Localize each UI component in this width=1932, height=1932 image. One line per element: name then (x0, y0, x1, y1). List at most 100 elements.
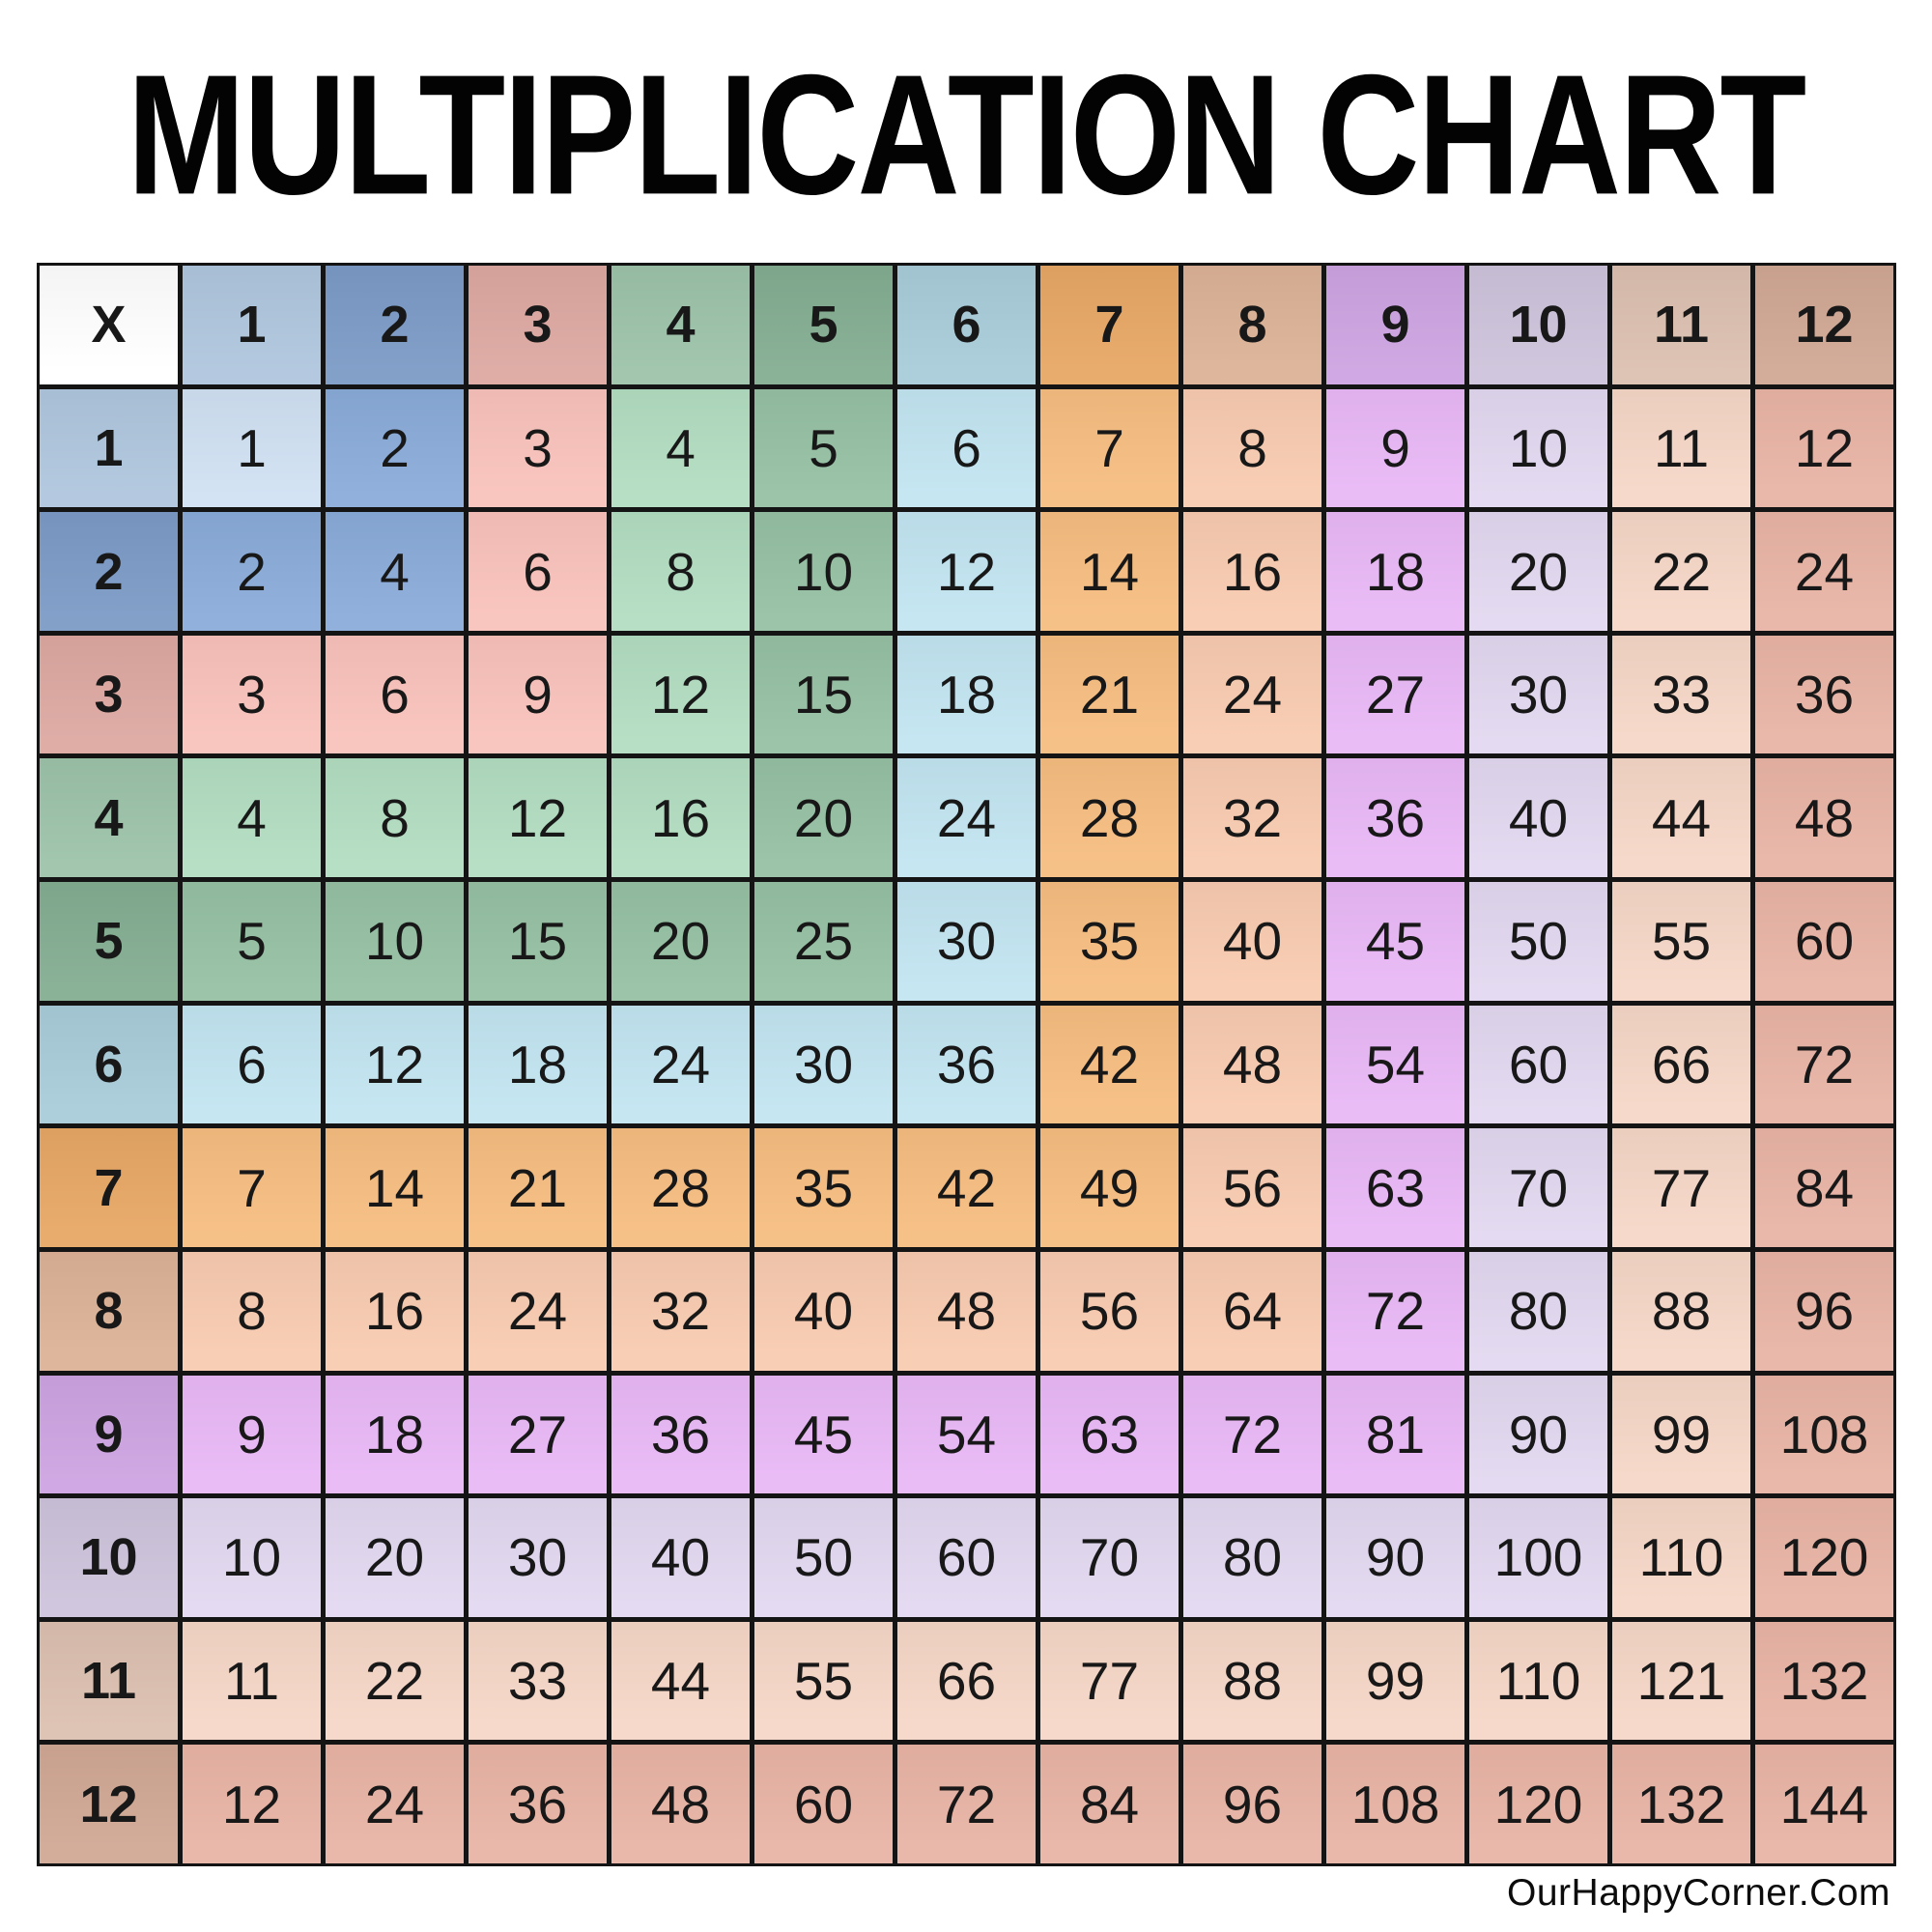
product-cell-3x5: 15 (754, 635, 893, 754)
product-cell-12x4: 48 (611, 1745, 750, 1863)
footer-credit: OurHappyCorner.Com (1507, 1872, 1890, 1914)
product-cell-2x5: 10 (754, 512, 893, 631)
col-header-1: 1 (183, 266, 321, 384)
product-cell-6x3: 18 (469, 1005, 607, 1124)
product-cell-5x8: 40 (1183, 882, 1321, 1001)
product-cell-2x7: 14 (1040, 512, 1179, 631)
col-header-6: 6 (897, 266, 1036, 384)
product-cell-11x3: 33 (469, 1621, 607, 1741)
product-cell-10x3: 30 (469, 1498, 607, 1617)
col-header-5: 5 (754, 266, 893, 384)
product-cell-9x2: 18 (326, 1375, 464, 1494)
product-cell-8x8: 64 (1183, 1251, 1321, 1371)
product-cell-12x11: 132 (1612, 1745, 1750, 1863)
product-cell-4x5: 20 (754, 758, 893, 878)
row-header-8: 8 (40, 1251, 178, 1371)
product-cell-1x8: 8 (1183, 388, 1321, 508)
row-header-9: 9 (40, 1375, 178, 1494)
product-cell-9x1: 9 (183, 1375, 321, 1494)
product-cell-5x11: 55 (1612, 882, 1750, 1001)
col-header-10: 10 (1469, 266, 1607, 384)
col-header-7: 7 (1040, 266, 1179, 384)
product-cell-3x11: 33 (1612, 635, 1750, 754)
product-cell-3x8: 24 (1183, 635, 1321, 754)
product-cell-1x5: 5 (754, 388, 893, 508)
product-cell-6x10: 60 (1469, 1005, 1607, 1124)
product-cell-9x10: 90 (1469, 1375, 1607, 1494)
product-cell-1x12: 12 (1755, 388, 1893, 508)
product-cell-10x2: 20 (326, 1498, 464, 1617)
product-cell-9x4: 36 (611, 1375, 750, 1494)
product-cell-10x5: 50 (754, 1498, 893, 1617)
product-cell-7x2: 14 (326, 1128, 464, 1247)
product-cell-1x9: 9 (1326, 388, 1464, 508)
product-cell-10x4: 40 (611, 1498, 750, 1617)
product-cell-2x2: 4 (326, 512, 464, 631)
product-cell-7x12: 84 (1755, 1128, 1893, 1247)
product-cell-6x8: 48 (1183, 1005, 1321, 1124)
product-cell-4x7: 28 (1040, 758, 1179, 878)
product-cell-8x2: 16 (326, 1251, 464, 1371)
product-cell-6x9: 54 (1326, 1005, 1464, 1124)
product-cell-5x5: 25 (754, 882, 893, 1001)
page-title: MULTIPLICATION CHART (127, 40, 1807, 231)
product-cell-6x7: 42 (1040, 1005, 1179, 1124)
product-cell-9x8: 72 (1183, 1375, 1321, 1494)
product-cell-10x9: 90 (1326, 1498, 1464, 1617)
col-header-2: 2 (326, 266, 464, 384)
col-header-4: 4 (611, 266, 750, 384)
product-cell-6x2: 12 (326, 1005, 464, 1124)
product-cell-8x3: 24 (469, 1251, 607, 1371)
product-cell-12x7: 84 (1040, 1745, 1179, 1863)
product-cell-10x1: 10 (183, 1498, 321, 1617)
product-cell-3x12: 36 (1755, 635, 1893, 754)
product-cell-1x6: 6 (897, 388, 1036, 508)
row-header-6: 6 (40, 1005, 178, 1124)
product-cell-8x9: 72 (1326, 1251, 1464, 1371)
product-cell-11x4: 44 (611, 1621, 750, 1741)
product-cell-4x9: 36 (1326, 758, 1464, 878)
product-cell-2x4: 8 (611, 512, 750, 631)
row-header-2: 2 (40, 512, 178, 631)
product-cell-4x3: 12 (469, 758, 607, 878)
product-cell-11x7: 77 (1040, 1621, 1179, 1741)
product-cell-7x10: 70 (1469, 1128, 1607, 1247)
product-cell-7x7: 49 (1040, 1128, 1179, 1247)
corner-cell: X (40, 266, 178, 384)
product-cell-5x2: 10 (326, 882, 464, 1001)
product-cell-5x7: 35 (1040, 882, 1179, 1001)
product-cell-8x12: 96 (1755, 1251, 1893, 1371)
col-header-3: 3 (469, 266, 607, 384)
product-cell-5x6: 30 (897, 882, 1036, 1001)
product-cell-12x12: 144 (1755, 1745, 1893, 1863)
product-cell-3x9: 27 (1326, 635, 1464, 754)
product-cell-3x4: 12 (611, 635, 750, 754)
product-cell-4x4: 16 (611, 758, 750, 878)
product-cell-2x8: 16 (1183, 512, 1321, 631)
product-cell-7x5: 35 (754, 1128, 893, 1247)
product-cell-9x7: 63 (1040, 1375, 1179, 1494)
product-cell-8x11: 88 (1612, 1251, 1750, 1371)
product-cell-11x8: 88 (1183, 1621, 1321, 1741)
product-cell-7x3: 21 (469, 1128, 607, 1247)
product-cell-3x3: 9 (469, 635, 607, 754)
product-cell-10x7: 70 (1040, 1498, 1179, 1617)
product-cell-10x6: 60 (897, 1498, 1036, 1617)
product-cell-2x3: 6 (469, 512, 607, 631)
product-cell-1x11: 11 (1612, 388, 1750, 508)
product-cell-2x6: 12 (897, 512, 1036, 631)
product-cell-9x11: 99 (1612, 1375, 1750, 1494)
multiplication-grid: X 1 2 3 4 5 6 7 8 9 10 11 12 1 1 2 3 4 5 6 7 8 9 10 11 12 2 2 4 6 8 10 1… (37, 263, 1896, 1866)
product-cell-1x2: 2 (326, 388, 464, 508)
product-cell-11x1: 11 (183, 1621, 321, 1741)
product-cell-4x12: 48 (1755, 758, 1893, 878)
product-cell-7x8: 56 (1183, 1128, 1321, 1247)
product-cell-1x4: 4 (611, 388, 750, 508)
product-cell-2x9: 18 (1326, 512, 1464, 631)
product-cell-4x6: 24 (897, 758, 1036, 878)
product-cell-7x1: 7 (183, 1128, 321, 1247)
product-cell-2x11: 22 (1612, 512, 1750, 631)
row-header-1: 1 (40, 388, 178, 508)
product-cell-12x1: 12 (183, 1745, 321, 1863)
product-cell-9x6: 54 (897, 1375, 1036, 1494)
